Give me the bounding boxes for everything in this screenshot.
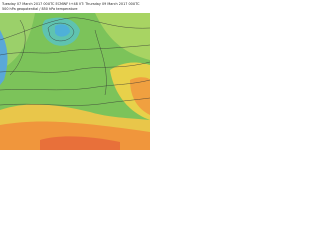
hot-zone [40,136,120,150]
cold-zone [0,30,8,85]
weather-map: Tuesday 07 March 2017 00UTC ECMWF t+48 V… [0,0,150,150]
header-line1: Tuesday 07 March 2017 00UTC ECMWF t+48 V… [1,2,140,6]
contour-line [0,97,150,106]
cold-core [55,24,70,37]
temp-zone [95,13,150,60]
contours [0,17,150,106]
contour-line [0,44,150,56]
contour-line [0,79,150,91]
contour-line [9,19,26,76]
header-line2: 500 hPa geopotential / 850 hPa temperatu… [2,7,78,11]
map-field [0,13,150,150]
contour-line [0,17,150,41]
hot-zone [130,77,150,115]
contour-line [0,61,150,73]
contour-line [94,29,107,96]
temp-zone [0,13,35,70]
